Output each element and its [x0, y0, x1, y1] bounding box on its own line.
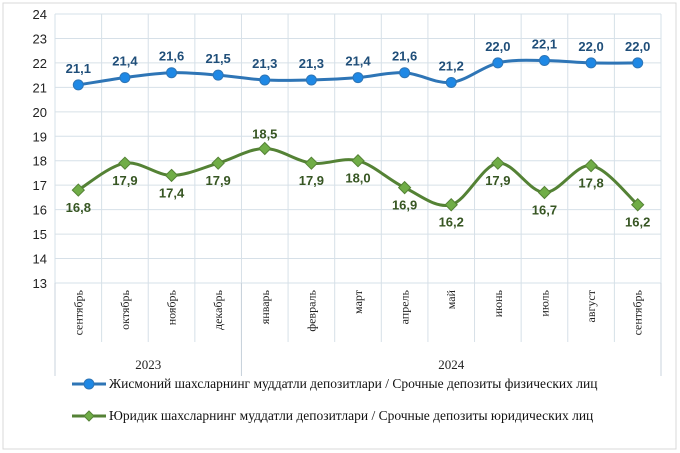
legend-item-legal-entities: Юридик шахсларнинг муддатли депозитлари …	[72, 408, 593, 424]
data-label: 18,5	[252, 127, 277, 142]
y-tick-label: 23	[33, 31, 47, 46]
data-label: 18,0	[345, 171, 370, 186]
y-tick-label: 18	[33, 154, 47, 169]
data-point-marker	[399, 67, 411, 79]
data-point-marker	[118, 156, 132, 170]
data-point-marker	[166, 67, 178, 79]
year-label: 2024	[438, 357, 465, 372]
y-tick-label: 16	[33, 203, 47, 218]
y-tick-label: 14	[33, 252, 47, 267]
legend-item-individuals: Жисмоний шахсларнинг муддатли депозитлар…	[72, 376, 597, 392]
x-tick-label: декабрь	[211, 289, 225, 330]
data-label: 17,9	[299, 173, 324, 188]
data-point-marker	[258, 141, 272, 156]
data-label: 16,2	[625, 215, 650, 230]
data-point-marker	[212, 69, 224, 81]
data-point-marker	[537, 185, 552, 200]
data-label: 22,1	[532, 36, 557, 51]
data-label: 22,0	[625, 39, 650, 54]
data-label: 16,9	[392, 198, 417, 213]
data-point-marker	[71, 183, 86, 197]
data-label: 16,7	[532, 203, 557, 218]
data-point-marker	[72, 79, 84, 91]
data-label: 22,0	[485, 39, 510, 54]
legend-diamond-marker-icon	[72, 410, 106, 422]
data-label: 21,4	[345, 54, 371, 69]
data-label: 21,3	[299, 56, 324, 71]
data-label: 16,8	[66, 200, 91, 215]
legend-circle-marker-icon	[72, 378, 106, 390]
x-tick-label: сентябрь	[631, 289, 645, 335]
data-label: 22,0	[578, 39, 603, 54]
data-point-marker	[585, 57, 597, 69]
data-point-marker	[584, 158, 598, 173]
data-label: 21,5	[205, 51, 230, 66]
data-label: 21,3	[252, 56, 277, 71]
data-point-marker	[352, 72, 364, 84]
x-tick-label: апрель	[398, 289, 412, 324]
data-label: 21,2	[439, 58, 464, 73]
legend-label-individuals: Жисмоний шахсларнинг муддатли депозитлар…	[109, 376, 598, 391]
x-tick-label: май	[444, 289, 458, 309]
data-point-marker	[538, 54, 550, 66]
y-tick-label: 15	[33, 227, 47, 242]
y-tick-label: 21	[33, 80, 47, 95]
data-point-marker	[445, 76, 457, 88]
data-point-marker	[259, 74, 271, 86]
x-tick-label: октябрь	[118, 289, 132, 329]
legend-label-legal-entities: Юридик шахсларнинг муддатли депозитлари …	[109, 408, 594, 423]
x-tick-label: февраль	[304, 289, 318, 331]
data-point-marker	[164, 168, 179, 183]
data-label: 21,4	[112, 54, 138, 69]
data-label: 21,6	[392, 49, 417, 64]
data-point-marker	[305, 74, 317, 86]
y-tick-label: 17	[33, 178, 47, 193]
data-label: 17,8	[578, 176, 603, 191]
data-point-marker	[397, 180, 412, 195]
data-label: 16,2	[439, 215, 464, 230]
data-label: 17,9	[205, 173, 230, 188]
y-tick-label: 20	[33, 105, 47, 120]
year-label: 2023	[135, 357, 161, 372]
y-tick-label: 19	[33, 129, 47, 144]
x-tick-label: сентябрь	[71, 289, 85, 335]
data-point-marker	[630, 198, 645, 212]
data-point-marker	[304, 156, 319, 170]
data-point-marker	[444, 198, 458, 212]
data-point-marker	[491, 156, 505, 170]
data-point-marker	[351, 154, 365, 168]
data-label: 17,9	[112, 173, 137, 188]
data-label: 21,1	[66, 61, 91, 76]
data-point-marker	[632, 57, 644, 69]
data-point-marker	[119, 72, 131, 84]
data-point-marker	[492, 57, 504, 69]
y-tick-label: 13	[33, 276, 47, 291]
x-tick-label: январь	[258, 289, 272, 324]
x-tick-label: август	[584, 289, 598, 322]
x-tick-label: ноябрь	[165, 289, 179, 325]
y-tick-label: 22	[33, 56, 47, 71]
x-tick-label: июль	[537, 289, 551, 316]
x-tick-label: март	[351, 289, 365, 314]
x-tick-label: июнь	[491, 289, 505, 317]
data-point-marker	[211, 156, 225, 170]
data-label: 17,9	[485, 173, 510, 188]
y-tick-label: 24	[33, 7, 47, 22]
data-label: 17,4	[159, 185, 185, 200]
data-label: 21,6	[159, 49, 184, 64]
